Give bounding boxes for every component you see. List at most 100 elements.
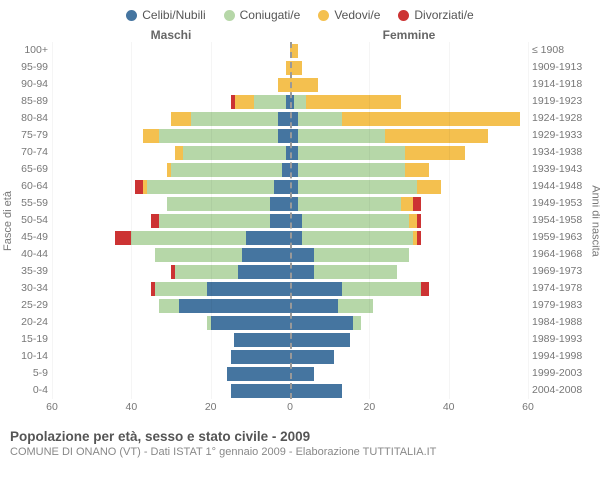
male-bar <box>52 316 290 330</box>
bar-segment <box>191 112 278 126</box>
bar-segment <box>290 299 338 313</box>
bar-segment <box>290 333 350 347</box>
legend-swatch <box>126 10 137 21</box>
x-tick: 20 <box>205 401 217 413</box>
age-label: 45-49 <box>10 229 52 246</box>
bar-segment <box>159 214 270 228</box>
bar-segment <box>231 384 291 398</box>
bar-segment <box>179 299 290 313</box>
plot-area: Fasce di età 100+95-9990-9485-8980-8475-… <box>10 42 590 399</box>
bar-segment <box>115 231 131 245</box>
age-label: 65-69 <box>10 161 52 178</box>
y-axis-left-label: Fasce di età <box>2 191 14 251</box>
bar-segment <box>298 112 342 126</box>
male-bar <box>52 231 290 245</box>
x-tick: 60 <box>46 401 58 413</box>
bar-segment <box>278 112 290 126</box>
age-label: 55-59 <box>10 195 52 212</box>
bar-segment <box>298 163 405 177</box>
male-bar <box>52 129 290 143</box>
male-bar <box>52 299 290 313</box>
birth-label: 1929-1933 <box>528 127 590 144</box>
x-tick: 40 <box>125 401 137 413</box>
bar-segment <box>290 350 334 364</box>
legend-item: Divorziati/e <box>398 8 473 22</box>
birth-label: 2004-2008 <box>528 382 590 399</box>
age-label: 75-79 <box>10 127 52 144</box>
age-label: 0-4 <box>10 382 52 399</box>
bar-segment <box>314 265 397 279</box>
male-bar <box>52 112 290 126</box>
male-bar <box>52 180 290 194</box>
legend-label: Divorziati/e <box>414 8 473 22</box>
bar-segment <box>385 129 488 143</box>
bar-segment <box>298 129 385 143</box>
age-label: 10-14 <box>10 348 52 365</box>
female-bar <box>290 231 528 245</box>
bar-segment <box>353 316 361 330</box>
age-label: 5-9 <box>10 365 52 382</box>
male-bar <box>52 248 290 262</box>
bar-segment <box>171 163 282 177</box>
bar-segment <box>290 282 342 296</box>
y-axis-birth: ≤ 19081909-19131914-19181919-19231924-19… <box>528 42 590 399</box>
bar-segment <box>175 146 183 160</box>
birth-label: 1979-1983 <box>528 297 590 314</box>
age-label: 30-34 <box>10 280 52 297</box>
female-bar <box>290 299 528 313</box>
x-tick: 20 <box>363 401 375 413</box>
bar-segment <box>155 248 242 262</box>
bar-segment <box>298 180 417 194</box>
male-bar <box>52 146 290 160</box>
bar-segment <box>278 78 290 92</box>
female-bar <box>290 146 528 160</box>
bar-segment <box>314 248 409 262</box>
population-pyramid-chart: Celibi/NubiliConiugati/eVedovi/eDivorzia… <box>0 0 600 500</box>
female-bar <box>290 129 528 143</box>
female-bar <box>290 214 528 228</box>
bar-segment <box>342 282 421 296</box>
legend-swatch <box>398 10 409 21</box>
age-label: 85-89 <box>10 93 52 110</box>
bar-segment <box>175 265 238 279</box>
birth-label: ≤ 1908 <box>528 42 590 59</box>
birth-label: 1939-1943 <box>528 161 590 178</box>
male-bar <box>52 384 290 398</box>
male-bar <box>52 78 290 92</box>
male-bar <box>52 44 290 58</box>
age-label: 60-64 <box>10 178 52 195</box>
bar-segment <box>294 95 306 109</box>
birth-label: 1999-2003 <box>528 365 590 382</box>
bar-segment <box>211 316 290 330</box>
birth-label: 1984-1988 <box>528 314 590 331</box>
birth-label: 1909-1913 <box>528 59 590 76</box>
male-bar <box>52 265 290 279</box>
age-label: 20-24 <box>10 314 52 331</box>
legend-item: Celibi/Nubili <box>126 8 205 22</box>
bar-segment <box>227 367 290 381</box>
bar-segment <box>290 367 314 381</box>
birth-label: 1964-1968 <box>528 246 590 263</box>
bar-segment <box>183 146 286 160</box>
age-label: 90-94 <box>10 76 52 93</box>
female-bar <box>290 384 528 398</box>
bar-segment <box>235 95 255 109</box>
male-bar <box>52 333 290 347</box>
age-label: 50-54 <box>10 212 52 229</box>
birth-label: 1959-1963 <box>528 229 590 246</box>
bar-segment <box>234 333 290 347</box>
bar-segment <box>278 129 290 143</box>
bar-segment <box>409 214 417 228</box>
male-bar <box>52 61 290 75</box>
female-bar <box>290 112 528 126</box>
x-tick: 60 <box>522 401 534 413</box>
bar-segment <box>207 282 290 296</box>
legend-swatch <box>224 10 235 21</box>
bar-segment <box>159 299 179 313</box>
birth-label: 1994-1998 <box>528 348 590 365</box>
bars-area <box>52 42 528 399</box>
male-bar <box>52 163 290 177</box>
birth-label: 1949-1953 <box>528 195 590 212</box>
legend-label: Vedovi/e <box>334 8 380 22</box>
female-bar <box>290 265 528 279</box>
